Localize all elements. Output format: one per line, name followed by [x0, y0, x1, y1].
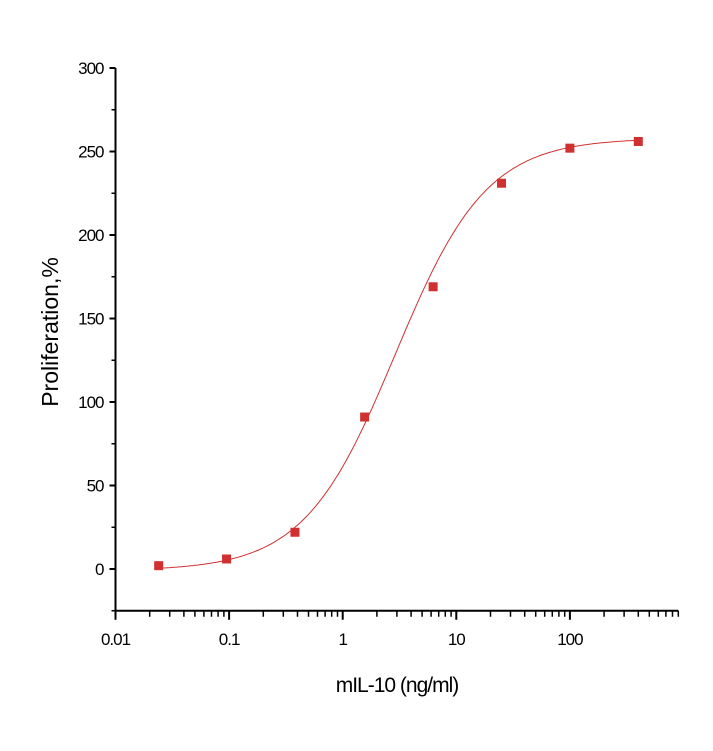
data-point: [154, 561, 164, 571]
data-point: [428, 282, 438, 292]
data-point: [497, 178, 507, 188]
y-tick-label: 200: [78, 226, 104, 245]
fit-curve: [158, 139, 639, 569]
data-point: [222, 554, 232, 564]
x-tick-label: 100: [557, 630, 583, 649]
y-tick-label: 150: [78, 310, 104, 329]
x-tick-label: 0.1: [219, 630, 240, 649]
data-points: [154, 136, 643, 571]
y-tick-label: 0: [95, 560, 104, 579]
x-tick-label: 0.01: [101, 630, 131, 649]
y-tick-label: 50: [87, 477, 104, 496]
y-tick-label: 100: [78, 393, 104, 412]
axes: 0 50 100 150 200 250 300 0.01 0.1 1 10 100: [78, 59, 680, 649]
data-point: [565, 143, 575, 153]
y-axis-label: Proliferation,%: [37, 257, 63, 407]
x-axis-label: mIL-10 (ng/ml): [336, 674, 459, 697]
y-tick-label: 250: [78, 143, 104, 162]
data-point: [633, 136, 643, 146]
x-tick-label: 10: [448, 630, 465, 649]
data-point: [290, 527, 300, 537]
y-tick-label: 300: [78, 59, 104, 78]
x-tick-label: 1: [338, 630, 347, 649]
data-point: [360, 412, 370, 422]
